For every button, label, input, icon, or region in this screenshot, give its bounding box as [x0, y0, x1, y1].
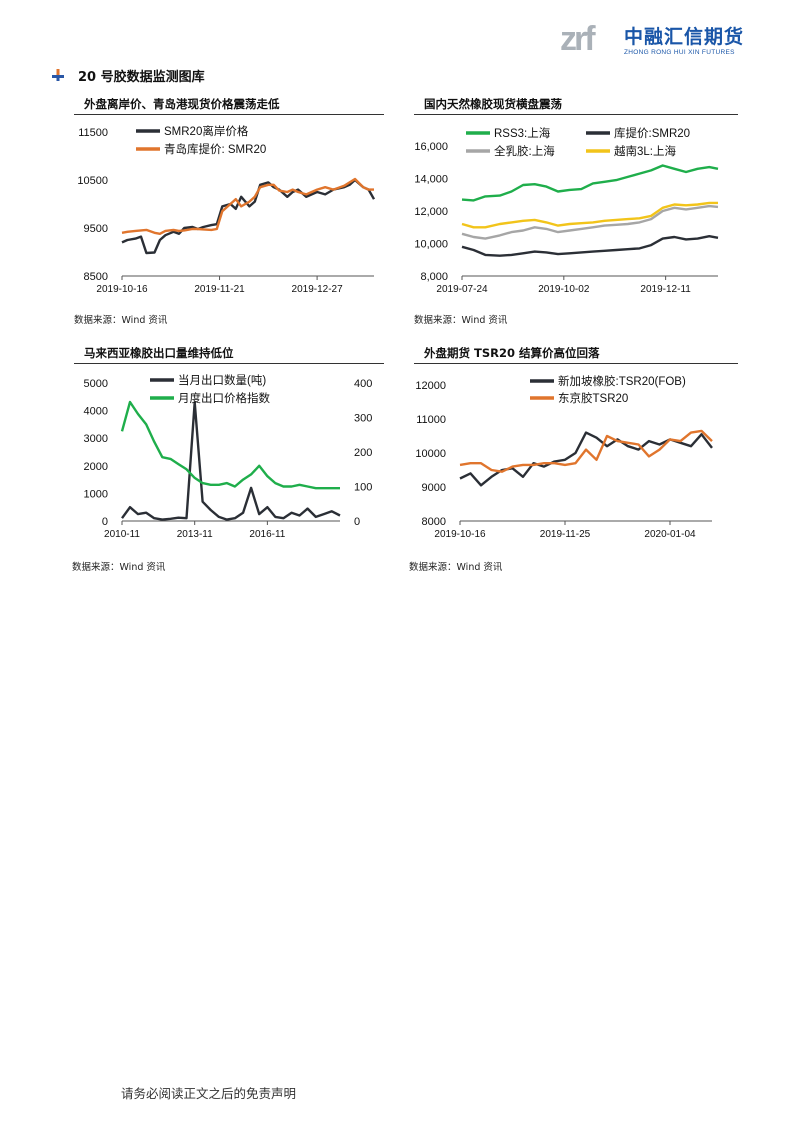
- legend-label: 东京胶TSR20: [558, 391, 628, 405]
- legend-label: SMR20离岸价格: [164, 124, 249, 138]
- series-line-0: [461, 164, 719, 202]
- x-tick-label: 2019-12-11: [640, 284, 691, 295]
- x-tick-label: 2019-11-21: [194, 284, 245, 295]
- data-source: 数据来源：Wind 资讯: [414, 315, 508, 326]
- series-line-0: [121, 178, 376, 255]
- y-tick-label: 8500: [84, 271, 108, 283]
- data-source: 数据来源：Wind 资讯: [72, 562, 166, 573]
- y-tick-label: 8000: [422, 516, 446, 528]
- x-tick-label: 2020-01-04: [644, 529, 696, 540]
- x-tick-label: 2010-11: [104, 529, 140, 540]
- x-tick-label: 2019-10-02: [538, 284, 590, 295]
- y-tick-label: 4000: [84, 406, 108, 418]
- y-tick-label: 10,000: [414, 239, 448, 251]
- series-line-2: [461, 204, 719, 240]
- legend-label: 新加坡橡胶:TSR20(FOB): [558, 374, 686, 388]
- y-tick-label: 10500: [77, 175, 108, 187]
- y-tick-label: 11500: [78, 127, 108, 139]
- panel-title: 国内天然橡胶现货横盘震荡: [424, 97, 562, 111]
- legend-label: 越南3L:上海: [614, 144, 676, 158]
- y-tick-label: 5000: [84, 378, 108, 390]
- y-tick-label: 10000: [415, 448, 446, 460]
- y-tick-label: 12,000: [414, 206, 448, 218]
- logo-chinese-name: 中融汇信期货: [624, 26, 745, 48]
- series-line-1: [120, 400, 340, 490]
- chart-malaysia-export: 50004000300020001000040030020010002010-1…: [84, 373, 373, 540]
- x-tick-label: 2019-11-25: [540, 529, 591, 540]
- panel-title: 外盘离岸价、青岛港现货价格震荡走低: [84, 97, 280, 111]
- x-tick-label: 2016-11: [249, 529, 285, 540]
- x-tick-label: 2019-07-24: [436, 284, 488, 295]
- y-tick-label: 2000: [84, 461, 108, 473]
- y2-tick-label: 300: [354, 413, 372, 425]
- company-logo: zrf 中融汇信期货 ZHONG RONG HUI XIN FUTURES: [560, 20, 750, 62]
- y-tick-label: 9500: [84, 223, 108, 235]
- x-tick-label: 2013-11: [177, 529, 213, 540]
- y-tick-label: 12000: [415, 380, 446, 392]
- x-tick-label: 2019-10-16: [96, 284, 148, 295]
- y-tick-label: 0: [102, 516, 108, 528]
- logo-mark: zrf: [560, 20, 596, 58]
- y2-tick-label: 100: [354, 482, 372, 494]
- section-bullet-icon: [52, 69, 64, 81]
- y-tick-label: 11000: [416, 414, 446, 426]
- panel-divider: [414, 114, 738, 115]
- legend-label: 全乳胶:上海: [494, 144, 555, 158]
- legend-label: RSS3:上海: [494, 126, 551, 140]
- logo-mark-text: zrf: [560, 20, 596, 58]
- section-heading: 20 号胶数据监测图库: [52, 64, 205, 86]
- section-title: 20 号胶数据监测图库: [78, 69, 205, 85]
- y2-tick-label: 200: [354, 447, 372, 459]
- x-tick-label: 2019-10-16: [434, 529, 486, 540]
- legend-label: 青岛库提价: SMR20: [164, 142, 266, 156]
- y-tick-label: 14,000: [414, 174, 448, 186]
- panel-title: 马来西亚橡胶出口量维持低位: [84, 346, 234, 360]
- panel-divider: [414, 363, 738, 364]
- y-tick-label: 1000: [84, 488, 108, 500]
- y2-tick-label: 0: [354, 516, 360, 528]
- y2-tick-label: 400: [354, 378, 372, 390]
- y-tick-label: 16,000: [414, 141, 448, 153]
- logo-english-name: ZHONG RONG HUI XIN FUTURES: [624, 49, 735, 56]
- data-source: 数据来源：Wind 资讯: [409, 562, 503, 573]
- legend-label: 库提价:SMR20: [614, 126, 690, 140]
- series-line-1: [461, 234, 719, 257]
- legend-label: 当月出口数量(吨): [178, 373, 266, 387]
- panel-title: 外盘期货 TSR20 结算价高位回落: [424, 346, 600, 360]
- legend-label: 月度出口价格指数: [178, 391, 270, 405]
- data-source: 数据来源：Wind 资讯: [74, 315, 168, 326]
- y-tick-label: 8,000: [420, 271, 448, 283]
- series-line-0: [121, 401, 341, 521]
- y-tick-label: 9000: [422, 482, 446, 494]
- footer-disclaimer: 请务必阅读正文之后的免责声明: [121, 1086, 297, 1101]
- x-tick-label: 2019-12-27: [292, 284, 344, 295]
- panel-divider: [74, 114, 384, 115]
- y-tick-label: 3000: [84, 433, 108, 445]
- series-line-1: [459, 429, 713, 473]
- panel-divider: [74, 363, 384, 364]
- series-line-1: [121, 177, 374, 236]
- series-line-3: [461, 201, 718, 229]
